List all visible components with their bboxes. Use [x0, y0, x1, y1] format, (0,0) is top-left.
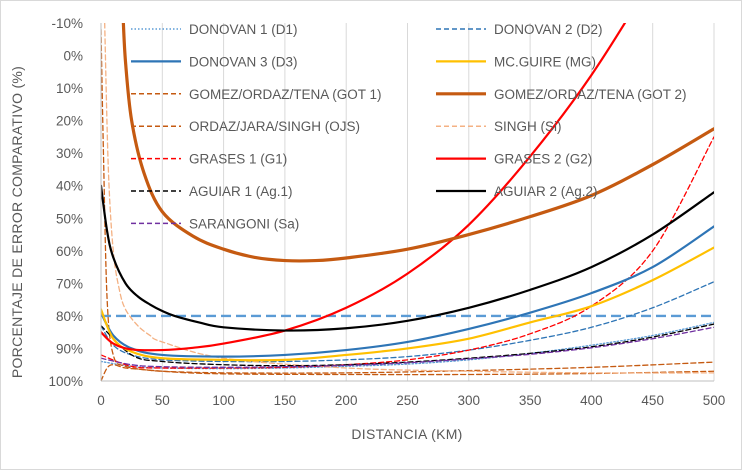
series-line-gomez-ordaz-tena-got-1 [101, 361, 714, 381]
series-line-donovan-1-d1 [101, 321, 714, 370]
y-tick-label: 100% [48, 374, 83, 389]
y-tick-label: 10% [56, 81, 83, 96]
y-tick-label: 40% [56, 179, 83, 194]
y-tick-label: 90% [56, 341, 83, 356]
y-tick-label: 70% [56, 276, 83, 291]
legend-item-sarangoni-sa: SARANGONI (Sa) [131, 216, 299, 231]
legend-label: DONOVAN 1 (D1) [189, 22, 298, 37]
y-axis-title: PORCENTAJE DE ERROR COMPARATIVO (%) [9, 66, 25, 378]
x-tick-label: 450 [641, 393, 664, 408]
axes: 0 50 100 150 200 250 300 350 400 450 500 -10% 0% 10% 2… [48, 16, 725, 408]
legend: DONOVAN 1 (D1) DONOVAN 2 (D2) DONOVAN 3 (D… [131, 22, 687, 231]
legend-item-grases-1-g1: GRASES 1 (G1) [131, 152, 287, 167]
legend-label: GRASES 1 (G1) [189, 152, 287, 167]
legend-item-donovan-1-d1: DONOVAN 1 (D1) [131, 22, 298, 37]
series-line-grases-2-g2 [101, 23, 627, 352]
y-tick-label: 80% [56, 309, 83, 324]
y-tick-label: 60% [56, 244, 83, 259]
legend-label: GRASES 2 (G2) [494, 152, 592, 167]
x-tick-label: 100 [212, 393, 235, 408]
series-line-aguiar-2-ag-2 [101, 184, 714, 332]
legend-item-grases-2-g2: GRASES 2 (G2) [436, 152, 592, 167]
x-tick-label: 300 [458, 393, 481, 408]
x-tick-label: 0 [97, 393, 105, 408]
legend-label: GOMEZ/ORDAZ/TENA (GOT 2) [494, 87, 687, 102]
y-tick-label: 20% [56, 114, 83, 129]
legend-label: AGUIAR 1 (Ag.1) [189, 184, 293, 199]
series-line-mc-guire-mg [101, 246, 714, 362]
x-tick-label: 350 [519, 393, 542, 408]
legend-label: GOMEZ/ORDAZ/TENA (GOT 1) [189, 87, 382, 102]
legend-label: DONOVAN 2 (D2) [494, 22, 603, 37]
x-tick-label: 50 [155, 393, 170, 408]
legend-label: SINGH (Si) [494, 119, 562, 134]
x-tick-label: 200 [335, 393, 358, 408]
legend-item-ordaz-jara-singh-ojs: ORDAZ/JARA/SINGH (OJS) [131, 119, 360, 134]
x-tick-label: 500 [703, 393, 726, 408]
legend-label: ORDAZ/JARA/SINGH (OJS) [189, 119, 360, 134]
x-axis-title: DISTANCIA (KM) [351, 426, 462, 442]
legend-item-gomez-ordaz-tena-got-1: GOMEZ/ORDAZ/TENA (GOT 1) [131, 87, 382, 102]
series-line-sarangoni-sa [101, 326, 714, 368]
series-line-gomez-ordaz-tena-got-2 [121, 23, 714, 263]
y-tick-label: 30% [56, 146, 83, 161]
legend-label: DONOVAN 3 (D3) [189, 54, 298, 69]
series-lines [101, 23, 714, 381]
legend-item-singh-si: SINGH (Si) [436, 119, 562, 134]
legend-label: AGUIAR 2 (Ag.2) [494, 184, 598, 199]
legend-item-aguiar-1-ag-1: AGUIAR 1 (Ag.1) [131, 184, 293, 199]
x-tick-label: 250 [396, 393, 419, 408]
legend-item-donovan-3-d3: DONOVAN 3 (D3) [131, 54, 298, 69]
legend-item-gomez-ordaz-tena-got-2: GOMEZ/ORDAZ/TENA (GOT 2) [436, 87, 687, 102]
legend-item-aguiar-2-ag-2: AGUIAR 2 (Ag.2) [436, 184, 598, 199]
y-tick-label: -10% [51, 16, 83, 31]
y-tick-label: 0% [63, 49, 83, 64]
legend-label: SARANGONI (Sa) [189, 216, 299, 231]
x-tick-label: 150 [274, 393, 297, 408]
y-tick-label: 50% [56, 211, 83, 226]
legend-item-mc-guire-mg: MC.GUIRE (MG) [436, 54, 596, 69]
legend-label: MC.GUIRE (MG) [494, 54, 596, 69]
legend-item-donovan-2-d2: DONOVAN 2 (D2) [436, 22, 603, 37]
series-line-singh-si [104, 23, 714, 374]
x-tick-label: 400 [580, 393, 603, 408]
